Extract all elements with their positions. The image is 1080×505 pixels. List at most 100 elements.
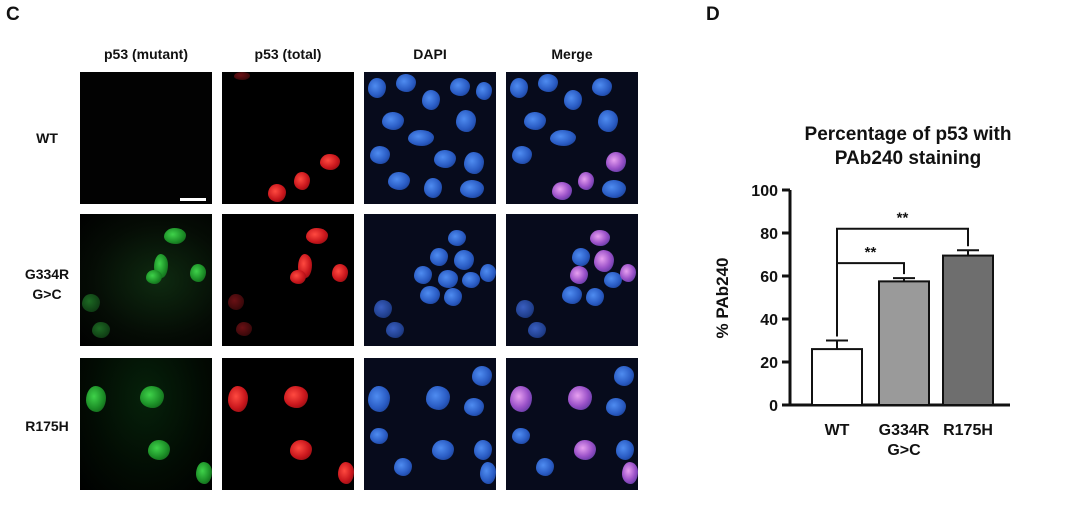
nucleus bbox=[370, 428, 388, 444]
nucleus bbox=[472, 366, 492, 386]
row-label-line: G>C bbox=[32, 286, 62, 302]
x-tick-label: R175H bbox=[943, 422, 993, 439]
nucleus bbox=[598, 110, 618, 132]
bar-chart: Percentage of p53 with PAb240 staining % P… bbox=[713, 124, 1012, 459]
micrograph-g334r-p53-total bbox=[222, 214, 354, 346]
nucleus bbox=[616, 440, 634, 460]
nucleus bbox=[82, 294, 100, 312]
nucleus bbox=[438, 270, 458, 288]
micrograph-r175h-merge bbox=[506, 358, 638, 490]
nucleus bbox=[578, 172, 594, 190]
nucleus bbox=[190, 264, 206, 282]
nucleus bbox=[394, 458, 412, 476]
nucleus bbox=[196, 462, 212, 484]
nucleus bbox=[284, 386, 308, 408]
panel-d-letter: D bbox=[706, 4, 720, 25]
nucleus bbox=[332, 264, 348, 282]
nucleus bbox=[456, 110, 476, 132]
nucleus bbox=[592, 78, 612, 96]
scale-bar bbox=[180, 198, 206, 201]
nucleus bbox=[268, 184, 286, 202]
nucleus bbox=[420, 286, 440, 304]
nucleus bbox=[426, 386, 450, 410]
nucleus bbox=[516, 300, 534, 318]
x-tick-label: G334R bbox=[879, 422, 930, 439]
nucleus bbox=[382, 112, 404, 130]
nucleus bbox=[368, 78, 386, 98]
significance-bracket bbox=[836, 227, 969, 337]
panel-c-letter: C bbox=[6, 4, 20, 25]
row-label-line: WT bbox=[36, 130, 58, 146]
nucleus bbox=[606, 152, 626, 172]
micrograph-r175h-dapi bbox=[364, 358, 496, 490]
nucleus bbox=[604, 272, 622, 288]
micrograph-g334r-p53-mutant bbox=[80, 214, 212, 346]
nucleus bbox=[462, 272, 480, 288]
micrograph-wt-p53-mutant bbox=[80, 72, 212, 204]
row-label-g334r: G334R G>C bbox=[16, 264, 78, 304]
column-header-merge: Merge bbox=[551, 46, 593, 62]
nucleus bbox=[290, 440, 312, 460]
nucleus bbox=[614, 366, 634, 386]
micrograph-g334r-merge bbox=[506, 214, 638, 346]
column-header-p53-total: p53 (total) bbox=[254, 46, 322, 62]
nucleus bbox=[370, 146, 390, 164]
nucleus bbox=[234, 72, 250, 80]
nucleus bbox=[140, 386, 164, 408]
nucleus bbox=[86, 386, 106, 412]
nucleus bbox=[590, 230, 610, 246]
nucleus bbox=[480, 264, 496, 282]
nucleus bbox=[320, 154, 340, 170]
nucleus bbox=[422, 90, 440, 110]
y-tick-label: 80 bbox=[760, 226, 778, 243]
row-label-line: G334R bbox=[24, 266, 70, 282]
nucleus bbox=[586, 288, 604, 306]
nucleus bbox=[164, 228, 186, 244]
nucleus bbox=[388, 172, 410, 190]
nucleus bbox=[338, 462, 354, 484]
nucleus bbox=[474, 440, 492, 460]
nucleus bbox=[408, 130, 434, 146]
nucleus bbox=[414, 266, 432, 284]
bar-2 bbox=[942, 254, 994, 406]
nucleus bbox=[552, 182, 572, 200]
x-tick-label: G>C bbox=[887, 442, 921, 459]
nucleus bbox=[568, 386, 592, 410]
nucleus bbox=[574, 440, 596, 460]
chart-title: Percentage of p53 with bbox=[805, 124, 1012, 145]
y-tick-label: 60 bbox=[760, 269, 778, 286]
y-tick-label: 20 bbox=[760, 355, 778, 372]
nucleus bbox=[444, 288, 462, 306]
nucleus bbox=[92, 322, 110, 338]
nucleus bbox=[228, 386, 248, 412]
y-tick-label: 0 bbox=[769, 398, 778, 415]
row-label-wt: WT bbox=[16, 128, 78, 148]
y-tick-label: 100 bbox=[751, 183, 778, 200]
row-label-line: R175H bbox=[25, 418, 69, 434]
nucleus bbox=[550, 130, 576, 146]
nucleus bbox=[460, 180, 484, 198]
micrograph-wt-p53-total bbox=[222, 72, 354, 204]
column-header-dapi: DAPI bbox=[413, 46, 447, 62]
nucleus bbox=[620, 264, 636, 282]
nucleus bbox=[594, 250, 614, 272]
nucleus bbox=[290, 270, 306, 284]
nucleus bbox=[606, 398, 626, 416]
nucleus bbox=[464, 152, 484, 174]
nucleus bbox=[294, 172, 310, 190]
nucleus bbox=[148, 440, 170, 460]
nucleus bbox=[524, 112, 546, 130]
micrograph-g334r-dapi bbox=[364, 214, 496, 346]
nucleus bbox=[374, 300, 392, 318]
nucleus bbox=[536, 458, 554, 476]
nucleus bbox=[386, 322, 404, 338]
nucleus bbox=[538, 74, 558, 92]
nucleus bbox=[562, 286, 582, 304]
nucleus bbox=[236, 322, 252, 336]
micrograph-r175h-p53-mutant bbox=[80, 358, 212, 490]
nucleus bbox=[480, 462, 496, 484]
nucleus bbox=[464, 398, 484, 416]
nucleus bbox=[570, 266, 588, 284]
nucleus bbox=[368, 386, 390, 412]
nucleus bbox=[146, 270, 162, 284]
